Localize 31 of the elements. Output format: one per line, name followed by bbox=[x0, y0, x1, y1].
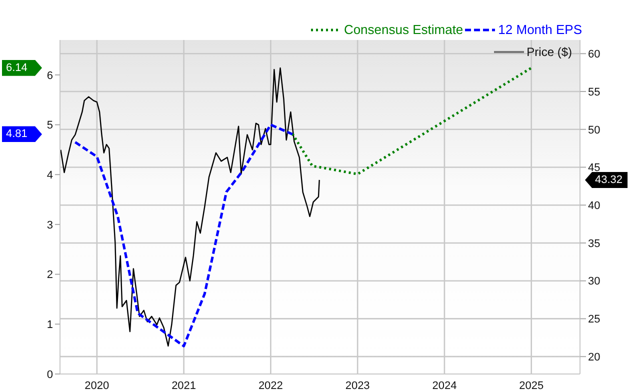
line-series bbox=[60, 67, 320, 347]
x-tick-label: 2020 bbox=[84, 380, 110, 390]
x-tick-label: 2022 bbox=[258, 380, 283, 390]
y2-tick-label: 45 bbox=[588, 162, 600, 174]
x-tick-label: 2025 bbox=[519, 380, 544, 390]
line-series bbox=[74, 123, 294, 348]
y2-tick-label: 55 bbox=[588, 86, 600, 98]
y2-tick-label: 40 bbox=[588, 200, 600, 212]
legend-label: 12 Month EPS bbox=[498, 22, 582, 37]
x-tick-label: 2023 bbox=[345, 380, 370, 390]
text: Price ($) bbox=[526, 45, 572, 59]
legend-label: Consensus Estimate bbox=[344, 22, 464, 37]
y-tick-label: 5 bbox=[46, 120, 53, 132]
y-tick-label: 4 bbox=[46, 170, 53, 182]
y2-tick-label: 60 bbox=[588, 48, 600, 61]
y2-tick-label: 25 bbox=[588, 314, 600, 326]
x-tick-label: 2021 bbox=[172, 380, 196, 390]
y-tick-label: 0 bbox=[46, 368, 53, 381]
text: 6.14 bbox=[2, 60, 42, 76]
y-tick-label: 3 bbox=[46, 219, 53, 232]
y2-tick-label: 50 bbox=[588, 124, 600, 136]
y2-tick-label: 20 bbox=[588, 351, 600, 364]
y-tick-label: 1 bbox=[46, 319, 53, 332]
y-tick-label: 2 bbox=[46, 269, 53, 282]
y2-tick-label: 35 bbox=[588, 238, 600, 250]
line-series bbox=[291, 66, 533, 176]
y-tick-label: 6 bbox=[46, 70, 53, 82]
y2-tick-label: 30 bbox=[588, 276, 600, 288]
x-tick-label: 2024 bbox=[432, 380, 457, 390]
text: 43.32 bbox=[585, 172, 628, 188]
text: 4.81 bbox=[2, 126, 42, 142]
